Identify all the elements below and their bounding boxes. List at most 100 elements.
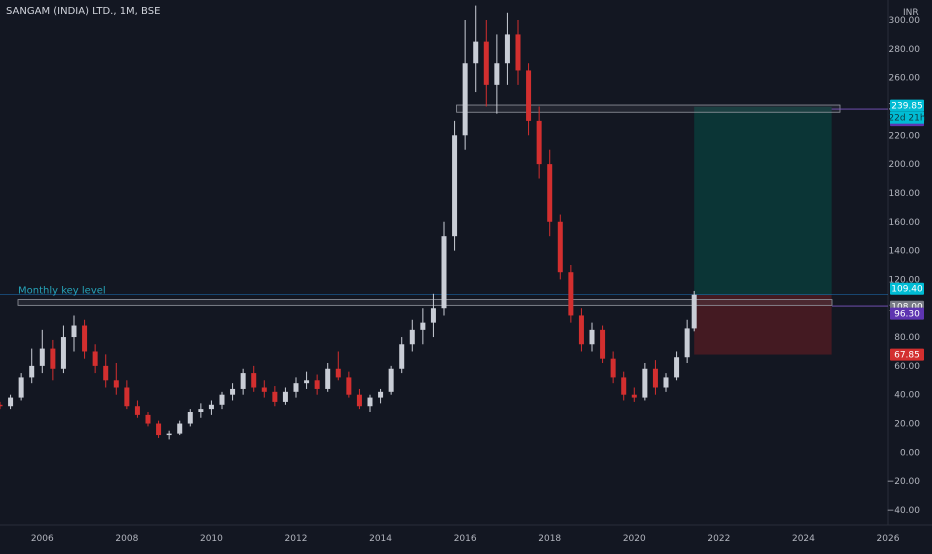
key-level-label: Monthly key level	[18, 286, 106, 297]
x-tick-label: 2016	[454, 534, 477, 544]
y-tick-label: 60.00	[894, 362, 920, 372]
price-badge	[890, 307, 924, 320]
y-tick-label: 120.00	[889, 275, 921, 285]
candle-body	[198, 409, 204, 412]
candle-body	[420, 322, 426, 330]
candle-body	[208, 404, 214, 410]
candle-body	[409, 329, 415, 345]
candle-body	[293, 383, 299, 392]
candle-body	[631, 394, 637, 398]
candle-body	[261, 387, 267, 392]
candle-body	[92, 351, 98, 366]
candle-body	[240, 373, 246, 389]
candle-body	[504, 34, 510, 64]
candle-body	[282, 391, 288, 402]
candle-body	[473, 41, 479, 64]
candle-body	[578, 315, 584, 345]
candle-body	[526, 70, 532, 121]
candle-body	[0, 404, 3, 407]
y-tick-label: 140.00	[889, 247, 921, 257]
candle-body	[462, 63, 468, 136]
x-tick-label: 2010	[200, 534, 223, 544]
candle-body	[8, 397, 14, 407]
y-tick-label: 180.00	[889, 189, 921, 199]
currency-label: INR	[903, 8, 919, 18]
y-tick-label: 20.00	[894, 420, 920, 430]
candle-body	[600, 329, 606, 359]
candle-body	[134, 406, 140, 415]
candle-body	[156, 423, 162, 436]
candle-body	[18, 377, 24, 398]
candle-body	[177, 423, 183, 434]
candle-body	[335, 368, 341, 378]
candle-body	[483, 41, 489, 85]
candle-body	[314, 380, 320, 389]
x-tick-label: 2008	[115, 534, 138, 544]
y-tick-label: 40.00	[894, 391, 920, 401]
y-tick-label: −40.00	[887, 506, 921, 516]
candle-body	[187, 412, 193, 424]
candle-body	[60, 337, 66, 369]
candle-body	[642, 368, 648, 398]
candle-body	[452, 135, 458, 237]
x-tick-label: 2020	[623, 534, 646, 544]
price-badge	[890, 348, 924, 361]
candle-body	[610, 358, 616, 378]
key-level-zone	[17, 299, 833, 306]
candle-body	[29, 365, 35, 378]
x-tick-label: 2022	[707, 534, 730, 544]
candle-body	[515, 34, 521, 71]
candle-body	[219, 394, 225, 405]
price-badge-label: 109.40	[891, 285, 923, 295]
candle-body	[684, 328, 690, 358]
target-zone	[694, 106, 832, 295]
x-tick-label: 2018	[538, 534, 561, 544]
price-badge	[890, 99, 924, 112]
x-tick-label: 2024	[792, 534, 815, 544]
y-tick-label: 220.00	[889, 131, 921, 141]
candle-body	[113, 380, 119, 388]
candle-body	[691, 294, 697, 329]
candle-body	[589, 329, 595, 345]
candle-body	[568, 272, 574, 316]
candle-body	[39, 348, 45, 366]
candle-body	[430, 308, 436, 323]
key-level-zone	[456, 104, 841, 113]
candle-body	[536, 120, 542, 165]
candle-body	[145, 414, 151, 424]
y-tick-label: 160.00	[889, 218, 921, 228]
candle-body	[251, 373, 257, 388]
candle-body	[124, 387, 130, 407]
y-tick-label: 80.00	[894, 333, 920, 343]
y-tick-label: −20.00	[887, 477, 921, 487]
price-badge	[890, 282, 924, 295]
y-tick-label: 260.00	[889, 74, 921, 84]
x-tick-label: 2026	[877, 534, 900, 544]
candle-body	[547, 164, 553, 222]
candle-body	[346, 377, 352, 395]
candle-body	[399, 344, 405, 369]
price-badge-label: 239.85	[891, 102, 923, 112]
candle-body	[272, 391, 278, 402]
candle-body	[304, 380, 310, 384]
candle-body	[441, 236, 447, 309]
x-tick-label: 2006	[31, 534, 54, 544]
candle-body	[356, 394, 362, 407]
candle-body	[325, 368, 331, 389]
y-tick-label: 300.00	[889, 16, 921, 26]
countdown-label: 22d 21h	[888, 114, 925, 124]
x-tick-label: 2014	[369, 534, 392, 544]
price-badge-label: 96.30	[894, 310, 920, 320]
candle-body	[674, 357, 680, 378]
candle-body	[367, 397, 373, 407]
y-tick-label: 200.00	[889, 160, 921, 170]
candle-body	[557, 221, 563, 273]
candle-body	[663, 377, 669, 388]
candle-body	[50, 348, 56, 369]
candle-body	[494, 63, 500, 85]
y-tick-label: 0.00	[900, 448, 920, 458]
candle-body	[103, 365, 109, 381]
price-badge-label: 67.85	[894, 351, 920, 361]
